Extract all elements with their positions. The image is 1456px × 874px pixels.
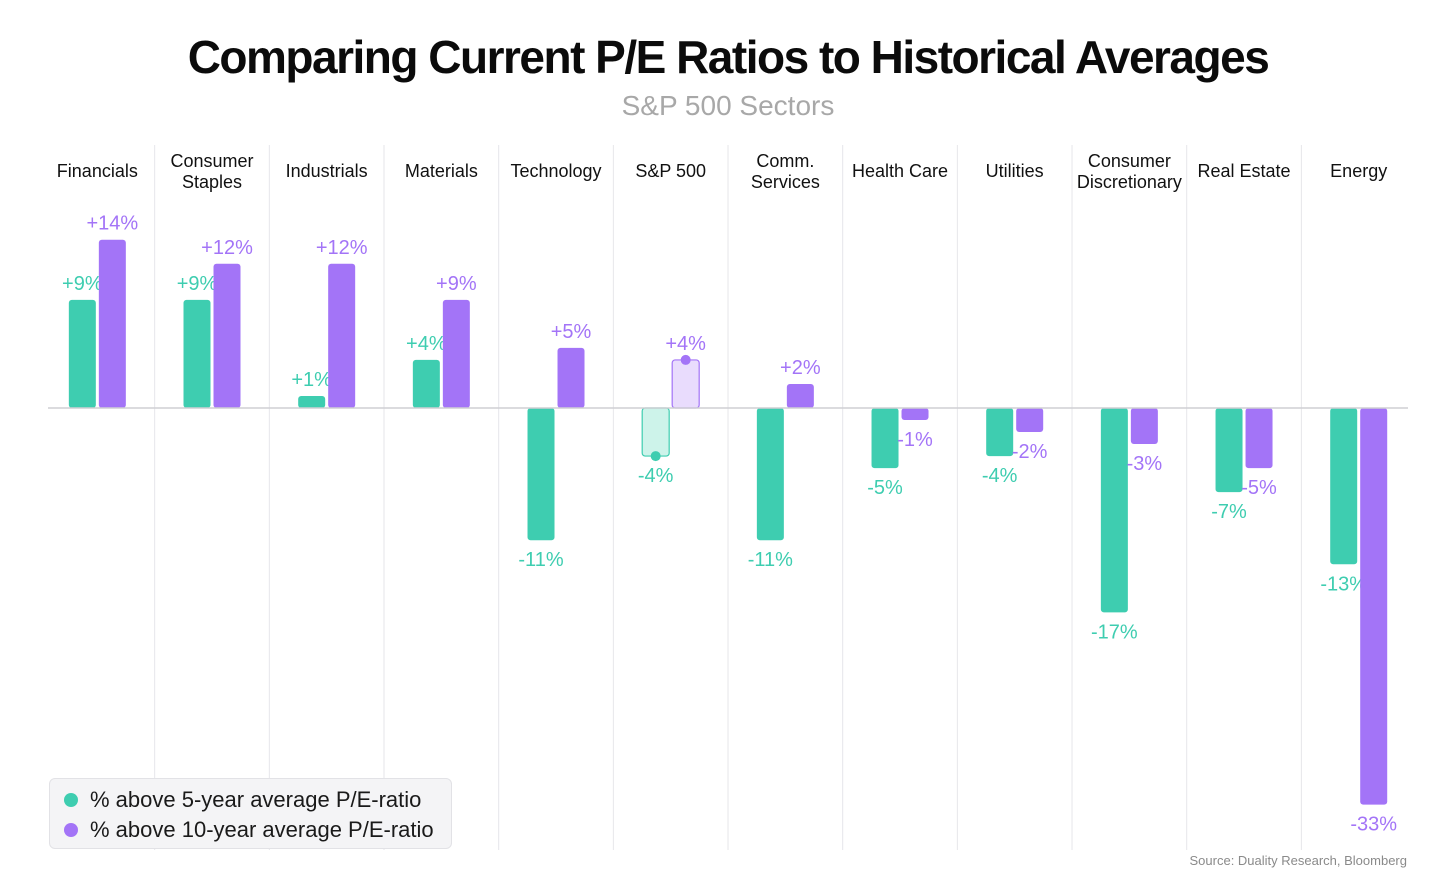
bar-five-year <box>641 407 670 457</box>
category-label: Materials <box>405 161 478 181</box>
data-label: +4% <box>665 333 706 355</box>
category-label: Financials <box>57 161 138 181</box>
data-label: +12% <box>316 237 368 259</box>
bar-five-year <box>871 408 899 469</box>
bar-five-year <box>986 408 1014 457</box>
data-label: -5% <box>867 477 903 499</box>
category-label: S&P 500 <box>635 161 706 181</box>
bar-ten-year <box>1130 408 1158 445</box>
bar-five-year <box>183 299 211 408</box>
data-label: -3% <box>1127 453 1163 475</box>
category-label: Technology <box>510 161 601 181</box>
data-label: -2% <box>1012 441 1048 463</box>
data-label: -5% <box>1241 477 1277 499</box>
data-label: -1% <box>897 429 933 451</box>
category-label: Energy <box>1330 161 1387 181</box>
legend-item-ten-year: % above 10-year average P/E-ratio <box>64 815 451 845</box>
legend-label-ten-year: % above 10-year average P/E-ratio <box>90 817 434 842</box>
data-label: -7% <box>1211 501 1247 523</box>
bar-ten-year <box>213 263 241 408</box>
data-label: +5% <box>551 321 592 343</box>
data-label: -4% <box>638 465 674 487</box>
bar-ten-year <box>98 239 126 408</box>
bar-ten-year <box>1016 408 1044 433</box>
data-label: -11% <box>518 549 563 571</box>
data-label: +9% <box>436 273 477 295</box>
data-label: -17% <box>1091 621 1138 643</box>
data-label: +1% <box>291 369 332 391</box>
source-note: Source: Duality Research, Bloomberg <box>1189 853 1408 868</box>
bar-ten-year <box>442 299 470 408</box>
data-label: +12% <box>201 237 253 259</box>
bar-five-year <box>756 408 784 541</box>
data-label: +9% <box>62 273 103 295</box>
data-label: +14% <box>86 213 138 235</box>
category-label: Real Estate <box>1198 161 1291 181</box>
legend-dot-ten-year <box>64 823 78 837</box>
bar-ten-year <box>328 263 356 408</box>
bar-five-year <box>1330 408 1358 565</box>
bar-five-year <box>1215 408 1243 493</box>
chart-title: Comparing Current P/E Ratios to Historic… <box>187 31 1270 83</box>
category-label: Consumer Discretionary <box>1077 151 1182 192</box>
category-label: Health Care <box>852 161 948 181</box>
bar-ten-year <box>901 408 929 421</box>
data-label: +9% <box>177 273 218 295</box>
data-label: -11% <box>748 549 793 571</box>
bar-ten-year <box>786 383 814 408</box>
legend: % above 5-year average P/E-ratio % above… <box>49 778 452 849</box>
category-label: Utilities <box>986 161 1044 181</box>
category-label: Comm. Services <box>751 151 820 192</box>
bar-five-year <box>68 299 96 408</box>
data-label: +4% <box>406 333 447 355</box>
bar-ten-year <box>671 359 700 409</box>
category-label: Industrials <box>286 161 368 181</box>
data-label: -13% <box>1320 573 1367 595</box>
data-label: +2% <box>780 357 821 379</box>
bar-ten-year <box>557 347 585 408</box>
bar-ten-year <box>1245 408 1273 469</box>
legend-dot-five-year <box>64 793 78 807</box>
legend-label-five-year: % above 5-year average P/E-ratio <box>90 787 422 812</box>
bar-five-year <box>1100 408 1128 613</box>
chart-subtitle: S&P 500 Sectors <box>621 90 835 121</box>
category-label: Consumer Staples <box>170 151 253 192</box>
highlight-dot <box>680 354 691 365</box>
data-label: -33% <box>1350 814 1397 836</box>
highlight-dot <box>650 451 661 462</box>
bar-ten-year <box>1360 408 1388 805</box>
bar-five-year <box>412 359 440 408</box>
bar-five-year <box>527 408 555 541</box>
bar-five-year <box>298 395 326 408</box>
data-label: -4% <box>982 465 1018 487</box>
legend-item-five-year: % above 5-year average P/E-ratio <box>64 785 451 815</box>
